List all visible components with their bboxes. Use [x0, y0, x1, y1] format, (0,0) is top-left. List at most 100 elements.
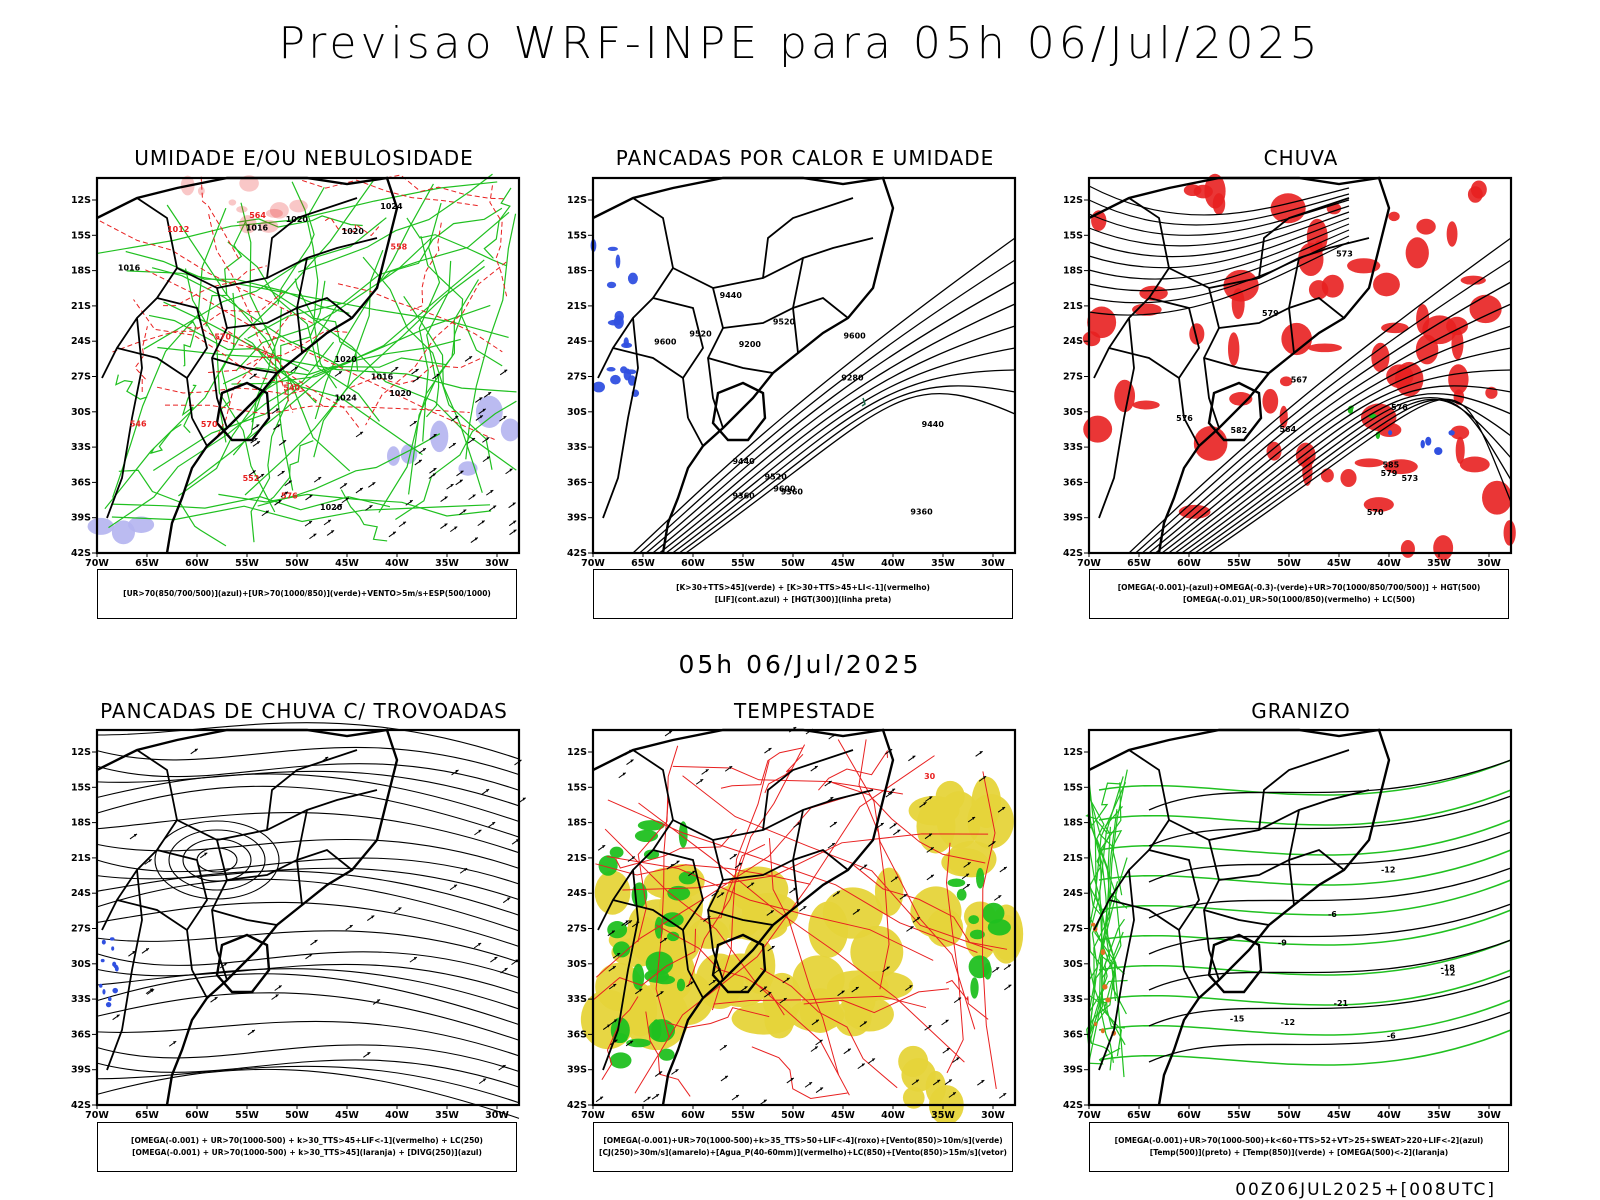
thickness-contour: [350, 356, 484, 389]
streamline: [96, 722, 520, 760]
shaded-area: [627, 375, 636, 386]
wind-vector: [942, 1047, 951, 1054]
wind-vector: [759, 986, 768, 993]
thickness-contour: [217, 312, 292, 436]
contour-value-label: 579: [1262, 309, 1279, 318]
lon-tick-label: 30W: [485, 1110, 509, 1121]
thickness-contour: [186, 327, 282, 365]
wind-vector: [716, 892, 725, 898]
wind-vector: [925, 796, 933, 802]
shaded-area: [1354, 458, 1384, 468]
contour-value-label: -6: [1328, 910, 1337, 919]
contour-line: [1128, 237, 1512, 554]
contour-value-label: 9520: [765, 472, 788, 481]
shaded-area: [238, 215, 257, 234]
wind-vector: [278, 439, 287, 446]
wind-vector: [250, 437, 258, 444]
contour-value-label: 576: [1391, 403, 1408, 412]
wind-vector: [129, 833, 138, 840]
shaded-area: [1193, 184, 1213, 199]
wind-vector: [508, 502, 516, 509]
shaded-area: [1405, 237, 1429, 269]
streamline: [96, 746, 520, 776]
wind-vector: [141, 947, 150, 954]
wind-vector: [464, 355, 473, 362]
shaded-area: [936, 791, 981, 849]
wind-vector: [248, 470, 257, 476]
temp850-contour: [1088, 779, 1125, 1078]
lat-tick-label: 30S: [71, 959, 91, 970]
streamline: [96, 857, 520, 885]
shaded-area: [643, 849, 660, 860]
lon-tick-label: 55W: [235, 558, 259, 569]
shaded-area: [658, 1048, 675, 1061]
wind-vector: [509, 529, 517, 536]
shaded-area: [667, 931, 680, 942]
water-contour: [615, 828, 737, 869]
shaded-area: [902, 1086, 925, 1109]
shaded-area: [430, 420, 449, 453]
wind-vector: [664, 730, 673, 737]
contour-value-label: 1020: [320, 503, 343, 512]
wind-vector: [767, 945, 775, 952]
streamline: [96, 1044, 520, 1073]
water-contour: [853, 864, 1008, 950]
legend-pancadas-trovoadas: [OMEGA(-0.001) + UR>70(1000-500) + k>30_…: [97, 1122, 517, 1172]
wind-vector: [339, 483, 348, 489]
wind-vector: [355, 487, 364, 494]
wind-vector: [635, 988, 643, 995]
temp850-contour: [1088, 963, 1114, 1063]
legend-tempestade: [OMEGA(-0.001)+UR>70(1000-500)+k>35_TTS>…: [593, 1122, 1013, 1172]
contour-value-label: 1020: [389, 389, 412, 398]
lat-tick-label: 24S: [71, 336, 91, 347]
contour-value-label: 9200: [739, 340, 762, 349]
thickness-contour: [489, 185, 508, 297]
wind-vector: [486, 489, 494, 496]
temp850-contour: [1085, 813, 1123, 848]
wind-vector: [440, 496, 448, 502]
contour-value-label: 546: [130, 420, 147, 429]
height-contour: [1088, 193, 1350, 226]
water-contour: [645, 1011, 691, 1097]
wind-vector: [786, 1077, 795, 1084]
lat-tick-label: 27S: [71, 924, 91, 935]
lat-tick-label: 18S: [71, 266, 91, 277]
water-contour: [607, 799, 978, 953]
lon-tick-label: 60W: [185, 558, 209, 569]
shaded-area: [458, 461, 478, 476]
shaded-area: [1434, 447, 1443, 456]
wind-vector: [394, 907, 402, 913]
shaded-area: [970, 977, 979, 999]
wind-vector: [810, 1046, 819, 1052]
shaded-area: [87, 517, 114, 535]
lon-tick-label: 50W: [285, 558, 309, 569]
humidity-contour: [236, 215, 363, 228]
humidity-contour: [125, 250, 350, 314]
lon-tick-label: 55W: [1227, 1110, 1251, 1121]
lon-tick-label: 40W: [385, 1110, 409, 1121]
streamline: [96, 963, 520, 994]
wind-vector: [811, 1019, 820, 1026]
shaded-area: [925, 1070, 946, 1104]
legend-line: [OMEGA(-0.001) + UR>70(1000-500) + k>30_…: [131, 1136, 483, 1145]
wind-vector: [446, 483, 454, 490]
legend-chuva: [OMEGA(-0.001)-(azul)+OMEGA(-0.3)-(verde…: [1089, 569, 1509, 619]
contour-line: [1168, 369, 1512, 554]
temp500-contour: [1148, 975, 1512, 1027]
shaded-area: [1377, 422, 1402, 438]
lat-tick-label: 39S: [567, 1065, 587, 1076]
wind-vector: [365, 504, 373, 511]
shaded-area: [1420, 439, 1425, 449]
streamline: [96, 773, 520, 823]
shaded-area: [1460, 275, 1486, 285]
wind-vector: [779, 997, 788, 1004]
contour-value-label: 585: [1382, 460, 1399, 469]
water-contour: [655, 800, 670, 1038]
water-contour: [637, 745, 679, 943]
shaded-area: [792, 955, 845, 1004]
wind-vector: [988, 841, 996, 847]
streamline: [96, 1020, 520, 1057]
lat-tick-label: 39S: [71, 513, 91, 524]
wind-vector: [627, 856, 636, 862]
wind-vector: [991, 966, 1000, 973]
